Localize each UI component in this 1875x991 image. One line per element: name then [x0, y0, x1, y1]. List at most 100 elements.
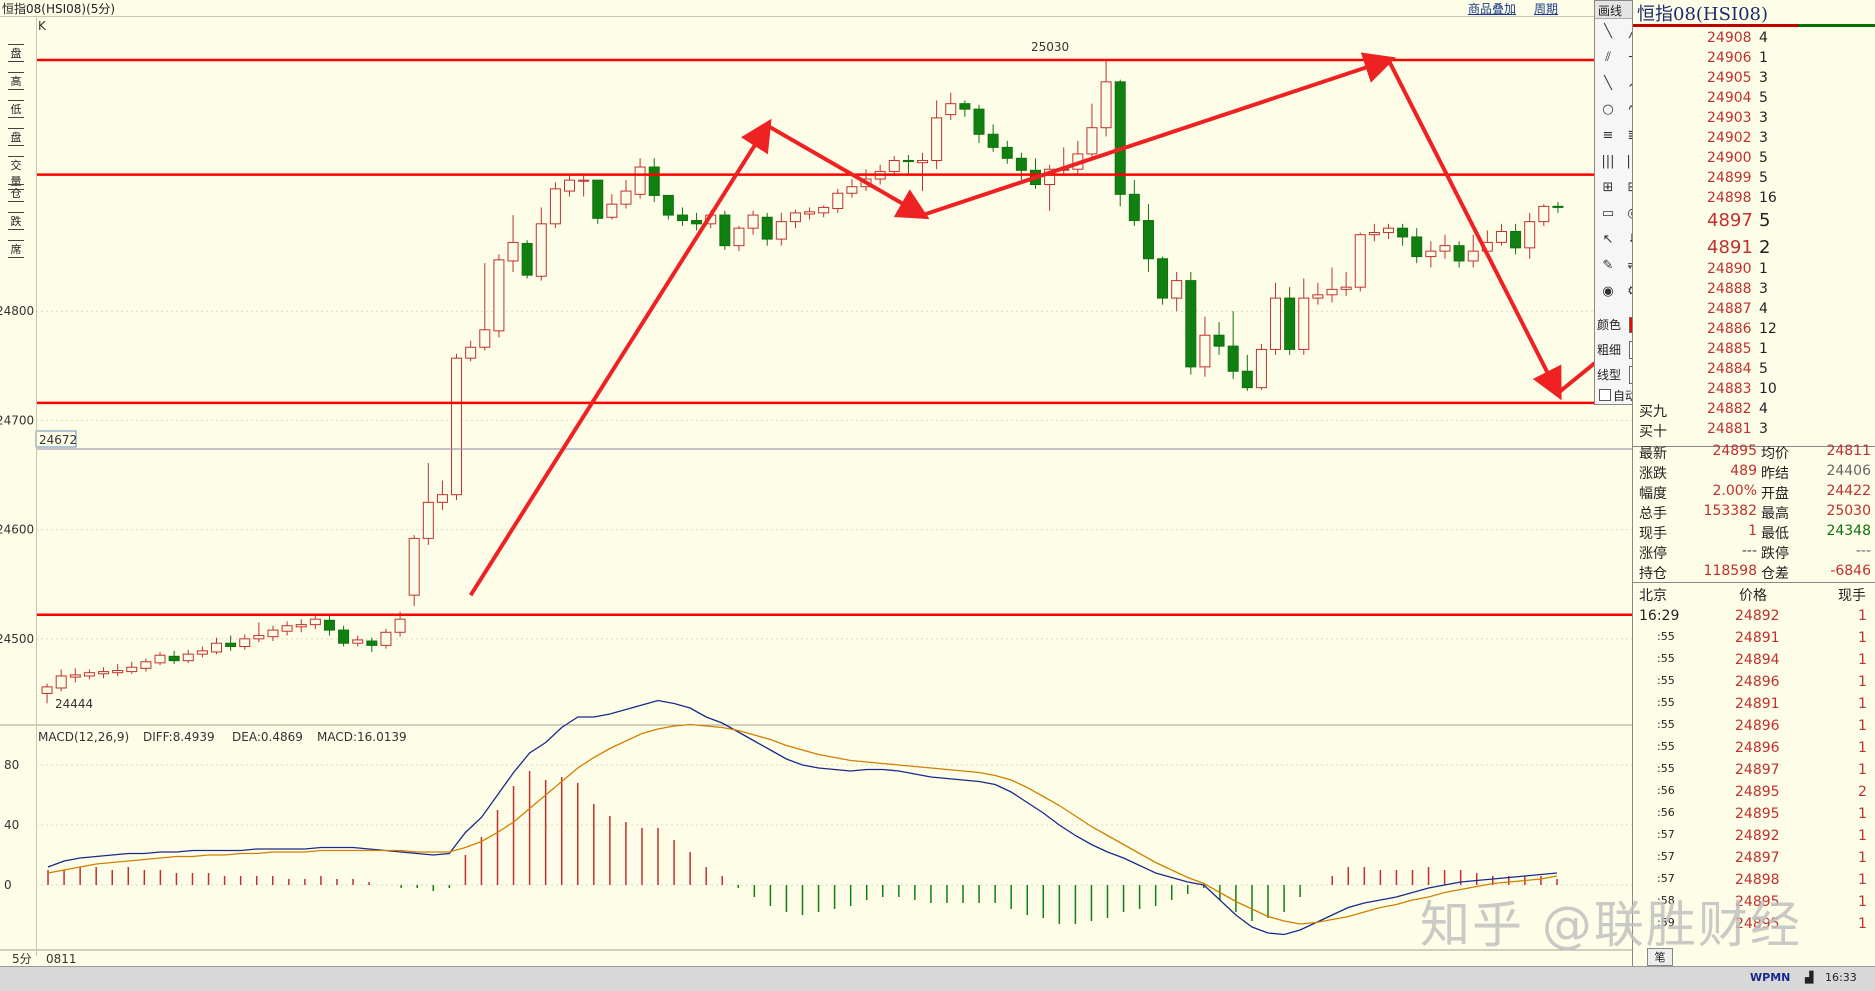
- left-tab-0[interactable]: 盘: [8, 44, 24, 62]
- tick-volume: 1: [1858, 740, 1867, 756]
- tick-time: :55: [1657, 740, 1675, 753]
- y-tick-label: 24800: [0, 304, 34, 318]
- left-tab-3[interactable]: 盘: [8, 128, 24, 146]
- candle-body: [366, 640, 378, 646]
- draw-tool-40-icon[interactable]: ◉: [1602, 284, 1614, 299]
- candle-body: [493, 259, 505, 332]
- macd-dea-line: [47, 723, 1558, 925]
- draw-tool-20-icon[interactable]: |||: [1601, 154, 1615, 169]
- left-tab-1[interactable]: 高: [8, 72, 24, 90]
- left-tab-2[interactable]: 低: [8, 100, 24, 118]
- ask-price: 24904: [1707, 90, 1752, 106]
- macd-title: MACD(12,26,9): [38, 730, 129, 744]
- draw-tool-36-icon[interactable]: ✎: [1602, 258, 1614, 273]
- tick-price: 24894: [1735, 652, 1780, 668]
- stat-label: 涨停: [1639, 546, 1667, 562]
- left-tab-4[interactable]: 交量: [8, 156, 24, 190]
- candle-body: [1199, 334, 1211, 368]
- quote-title: 恒指08(HSI08): [1637, 4, 1768, 25]
- candle-body: [832, 192, 844, 210]
- draw-tool-0-icon[interactable]: ╲: [1604, 24, 1612, 39]
- bid-price: 24881: [1707, 421, 1752, 437]
- tick-volume: 1: [1858, 850, 1867, 866]
- trend-arrow[interactable]: [921, 52, 1397, 217]
- candle-body: [295, 624, 307, 628]
- ask-price: 24899: [1707, 170, 1752, 186]
- candle-body: [1495, 230, 1507, 243]
- left-tab-7[interactable]: 席: [8, 240, 24, 258]
- ask-volume: 1: [1759, 50, 1768, 66]
- stat-label: 昨结: [1761, 466, 1789, 482]
- tick-time: :58: [1657, 894, 1675, 907]
- overlay-menu[interactable]: 商品叠加: [1468, 2, 1517, 16]
- candle-body: [676, 214, 688, 222]
- bid-price: 24888: [1707, 281, 1752, 297]
- candle-body: [112, 670, 124, 674]
- candle-body: [1255, 348, 1267, 389]
- trend-arrow[interactable]: [1386, 59, 1562, 401]
- candle-body: [451, 357, 463, 496]
- stat-label: 仓差: [1761, 566, 1789, 582]
- date-label: 0811: [46, 952, 77, 966]
- macd-tick-label: 40: [4, 818, 19, 832]
- drawn-trend-arrows[interactable]: [468, 52, 1632, 597]
- candle-body: [83, 672, 95, 677]
- candles: [41, 60, 1564, 704]
- candle-body: [1552, 205, 1564, 208]
- ask-price: 4897: [1707, 210, 1753, 231]
- brand-label: WPMN: [1750, 971, 1791, 984]
- tick-volume: 1: [1858, 916, 1867, 932]
- stat-label: 均价: [1761, 446, 1789, 462]
- drawn-horizontal-lines[interactable]: [36, 58, 1632, 617]
- tick-time: :57: [1657, 850, 1675, 863]
- draw-tool-4-icon[interactable]: ⫽: [1605, 50, 1611, 65]
- stat-value: 153382: [1703, 503, 1757, 519]
- candle-body: [267, 629, 279, 638]
- candle-body: [1185, 280, 1197, 368]
- ask-price: 24906: [1707, 50, 1752, 66]
- candle-body: [959, 103, 971, 110]
- draw-tool-32-icon[interactable]: ↖: [1602, 232, 1614, 247]
- tick-time: :57: [1657, 872, 1675, 885]
- period-menu[interactable]: 周期: [1534, 2, 1559, 16]
- tab-trades[interactable]: 笔: [1647, 948, 1673, 966]
- macd-tick-label: 80: [4, 758, 19, 772]
- interval-label: 5分: [12, 952, 32, 966]
- trend-arrow[interactable]: [468, 118, 772, 597]
- bid-level-label: 买十: [1639, 424, 1667, 440]
- tick-volume: 1: [1858, 630, 1867, 646]
- auto-snap-checkbox[interactable]: [1599, 389, 1611, 401]
- quote-panel: 恒指08(HSI08) 24908 4 24906 1 24905 3 24904 5 2490…: [1632, 0, 1875, 970]
- candle-body: [1368, 232, 1380, 236]
- macd-legend: MACD(12,26,9) DIFF:8.4939 DEA:0.4869 MAC…: [38, 730, 407, 744]
- candle-body: [1142, 220, 1154, 260]
- bid-volume: 10: [1759, 381, 1777, 397]
- left-tab-5[interactable]: 仓: [8, 184, 24, 202]
- candle-body: [98, 671, 110, 675]
- bid-volume: 2: [1759, 237, 1771, 258]
- tick-price: 24891: [1735, 630, 1780, 646]
- candle-body: [818, 206, 830, 214]
- tick-price: 24895: [1735, 916, 1780, 932]
- left-tab-6[interactable]: 跌: [8, 212, 24, 230]
- candle-body: [775, 221, 787, 240]
- bid-price: 24885: [1707, 341, 1752, 357]
- candle-body: [41, 686, 53, 694]
- stat-value: ---: [1741, 543, 1757, 559]
- draw-tool-16-icon[interactable]: ≡: [1602, 128, 1614, 143]
- ask-price: 24898: [1707, 190, 1752, 206]
- chart-area[interactable]: K 24500 24600 24700 24800 25030 24444 24672…: [0, 0, 1632, 966]
- draw-tool-8-icon[interactable]: ╲: [1604, 76, 1612, 91]
- tick-price: 24892: [1735, 608, 1780, 624]
- y-tick-label: 24600: [0, 523, 34, 537]
- draw-tool-28-icon[interactable]: ▭: [1601, 206, 1615, 221]
- tick-time: :57: [1657, 828, 1675, 841]
- macd-histogram: [47, 771, 1558, 924]
- trend-arrow[interactable]: [766, 123, 930, 220]
- stat-label: 最高: [1761, 506, 1789, 522]
- candle-body: [761, 216, 773, 240]
- draw-tool-24-icon[interactable]: ⊞: [1602, 180, 1614, 195]
- candle-body: [789, 212, 801, 223]
- tick-volume: 1: [1858, 718, 1867, 734]
- draw-tool-12-icon[interactable]: ○: [1602, 102, 1614, 117]
